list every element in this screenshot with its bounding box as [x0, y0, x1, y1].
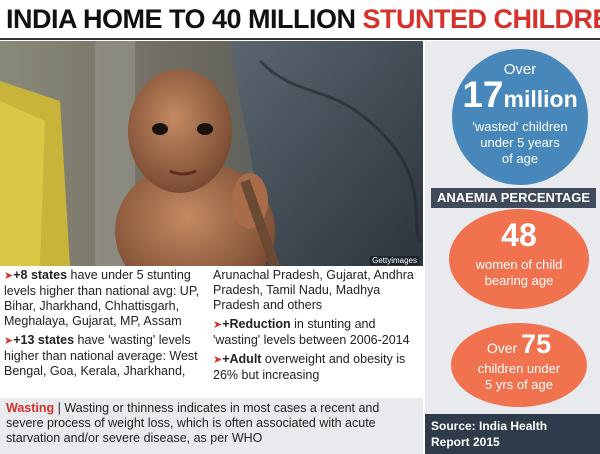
wasted-number: 17million: [462, 74, 578, 115]
points-column-right: Arunachal Pradesh, Gujarat, Andhra Prade…: [213, 268, 419, 387]
point-wasting-states: ➤+13 states have 'wasting' levels higher…: [4, 333, 198, 378]
child-photo: Gettyimages: [0, 41, 423, 266]
anaemia-children-stat: Over 75 children under 5 yrs of age: [451, 323, 587, 407]
anaemia-women-number: 48: [501, 217, 537, 253]
photo-credit: Gettyimages: [370, 256, 419, 265]
anaemia-children-label: children under 5 yrs of age: [477, 361, 561, 392]
wasting-text: | Wasting or thinness indicates in most …: [6, 401, 380, 445]
source-note: Source: India Health Report 2015: [425, 414, 600, 454]
anaemia-women-label: women of child bearing age: [475, 257, 563, 288]
headline: INDIA HOME TO 40 MILLION STUNTED CHILDRE…: [0, 0, 600, 38]
child-photo-illustration: [0, 41, 423, 266]
anaemia-children-number: Over 75: [486, 329, 552, 359]
wasted-over: Over: [503, 61, 537, 78]
arrow-icon: ➤: [213, 354, 223, 366]
stats-sidebar: Over 17million 'wasted' children under 5…: [425, 41, 600, 454]
point-reduction: ➤+Reduction in stunting and 'wasting' le…: [213, 317, 410, 347]
wasted-children-stat: Over 17million 'wasted' children under 5…: [452, 49, 588, 185]
point-adult-obesity: ➤+Adult overweight and obesity is 26% bu…: [213, 352, 406, 382]
headline-part2: STUNTED CHILDREN: [362, 4, 600, 34]
arrow-icon: ➤: [4, 270, 14, 282]
arrow-icon: ➤: [213, 319, 223, 331]
point-stunting-states: ➤+8 states have under 5 stunting levels …: [4, 268, 200, 328]
point-wasting-states-cont: Arunachal Pradesh, Gujarat, Andhra Prade…: [213, 268, 414, 312]
headline-part1: INDIA HOME TO 40 MILLION: [6, 4, 356, 34]
points-column-left: ➤+8 states have under 5 stunting levels …: [4, 268, 209, 383]
arrow-icon: ➤: [4, 335, 14, 347]
anaemia-women-stat: 48 women of child bearing age: [449, 209, 589, 309]
wasting-definition: Wasting | Wasting or thinness indicates …: [0, 398, 423, 454]
wasted-description: 'wasted' children under 5 years of age: [472, 119, 568, 166]
headline-rule: [0, 38, 600, 40]
anaemia-heading: ANAEMIA PERCENTAGE: [431, 188, 596, 208]
wasting-label: Wasting: [6, 401, 55, 415]
